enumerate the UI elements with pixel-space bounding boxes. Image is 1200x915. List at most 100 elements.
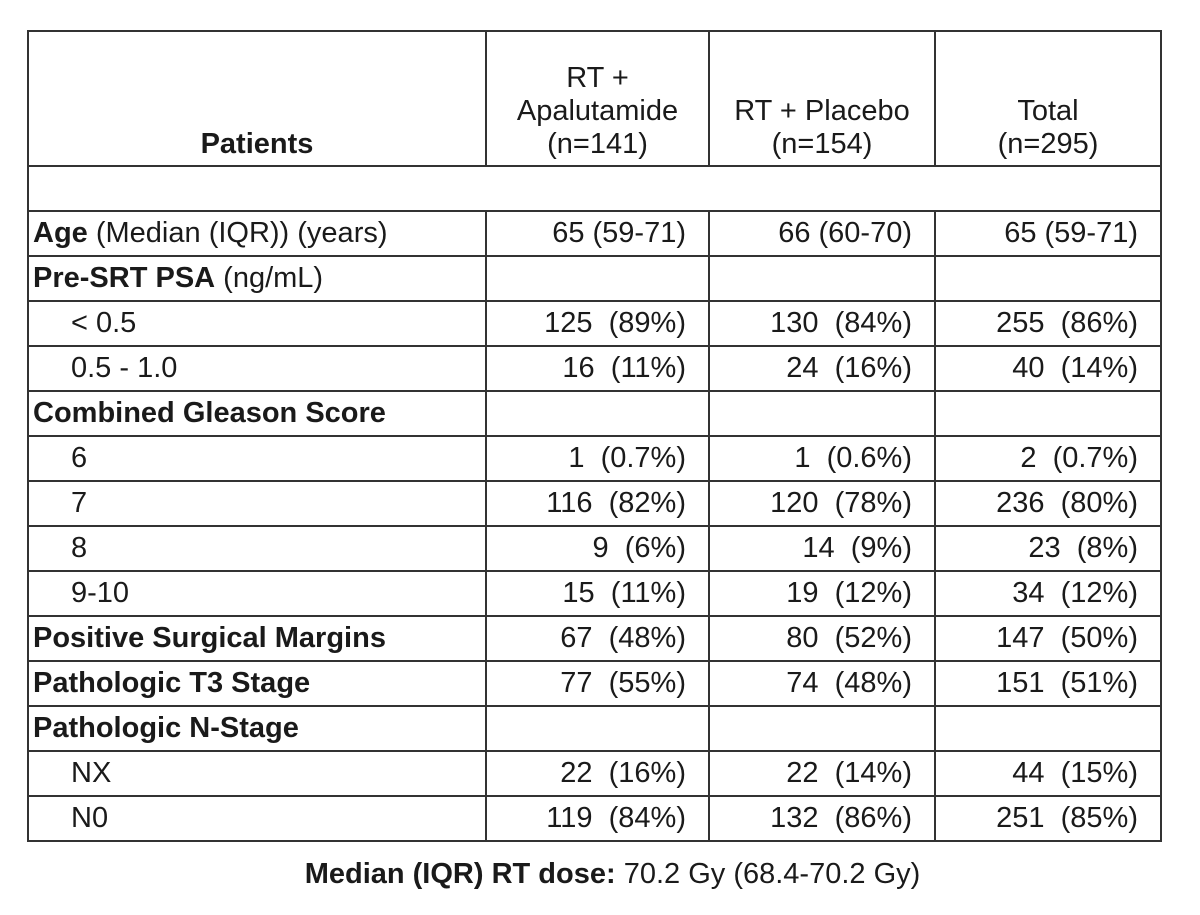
row-sublabel: 9-10	[71, 577, 130, 609]
group-name: RT + Placebo	[734, 95, 910, 127]
footer-text: 70.2 Gy (68.4-70.2 Gy)	[623, 858, 921, 890]
value-cell: 1 (0.6%)	[708, 435, 936, 482]
value-cell: 9 (6%)	[485, 525, 710, 572]
value-cell: 74 (48%)	[708, 660, 936, 707]
group-name: Total	[1017, 95, 1079, 127]
value-cell: 2 (0.7%)	[934, 435, 1162, 482]
value-cell: 147 (50%)	[934, 615, 1162, 662]
table-row: Age (Median (IQR)) (years) 65 (59-71) 66 (…	[27, 210, 1162, 257]
value-cell	[934, 390, 1162, 437]
value-cell: 80 (52%)	[708, 615, 936, 662]
value-cell	[708, 255, 936, 302]
row-label: 8	[27, 525, 487, 572]
value-cell: 236 (80%)	[934, 480, 1162, 527]
value-cell: 67 (48%)	[485, 615, 710, 662]
value-cell: 65 (59-71)	[934, 210, 1162, 257]
row-label: NX	[27, 750, 487, 797]
value-cell: 16 (11%)	[485, 345, 710, 392]
row-heading: Combined Gleason Score	[33, 397, 386, 429]
header-cell: RT + Apalutamide (n=141)	[485, 30, 710, 167]
value-cell: 251 (85%)	[934, 795, 1162, 842]
table-row: 6 1 (0.7%) 1 (0.6%) 2 (0.7%)	[27, 435, 1162, 482]
value-cell: 130 (84%)	[708, 300, 936, 347]
table-body: Patients RT + Apalutamide (n=141) RT + Plac…	[27, 30, 1162, 842]
patients-table: Patients RT + Apalutamide (n=141) RT + Plac…	[27, 30, 1162, 842]
row-label: 7	[27, 480, 487, 527]
value-cell: 44 (15%)	[934, 750, 1162, 797]
value-cell: 14 (9%)	[708, 525, 936, 572]
header-cell: RT + Placebo (n=154)	[708, 30, 936, 167]
value-cell: 119 (84%)	[485, 795, 710, 842]
row-sublabel: NX	[71, 757, 112, 789]
value-cell: 1 (0.7%)	[485, 435, 710, 482]
table-row: NX 22 (16%) 22 (14%) 44 (15%)	[27, 750, 1162, 797]
table-row: Combined Gleason Score	[27, 390, 1162, 437]
value-cell: 77 (55%)	[485, 660, 710, 707]
value-cell	[485, 255, 710, 302]
row-sublabel: N0	[71, 802, 109, 834]
value-cell: 24 (16%)	[708, 345, 936, 392]
row-label: 6	[27, 435, 487, 482]
row-label: Positive Surgical Margins	[27, 615, 487, 662]
footer: Median (IQR) RT dose: 70.2 Gy (68.4-70.2…	[0, 858, 1200, 891]
value-cell: 65 (59-71)	[485, 210, 710, 257]
value-cell: 132 (86%)	[708, 795, 936, 842]
value-cell: 255 (86%)	[934, 300, 1162, 347]
value-cell: 23 (8%)	[934, 525, 1162, 572]
value-cell: 22 (14%)	[708, 750, 936, 797]
row-label: Age (Median (IQR)) (years)	[27, 210, 487, 257]
row-label: Pathologic N-Stage	[27, 705, 487, 752]
row-heading: Pathologic N-Stage	[33, 712, 299, 744]
value-cell	[708, 705, 936, 752]
row-sublabel: 6	[71, 442, 88, 474]
table-row: 9-10 15 (11%) 19 (12%) 34 (12%)	[27, 570, 1162, 617]
group-n: (n=141)	[547, 128, 648, 160]
row-sublabel: 8	[71, 532, 88, 564]
value-cell	[934, 705, 1162, 752]
row-note: (Median (IQR)) (years)	[95, 217, 388, 249]
value-cell: 19 (12%)	[708, 570, 936, 617]
value-cell: 15 (11%)	[485, 570, 710, 617]
spacer-row	[27, 165, 1162, 212]
table-row: Pre-SRT PSA (ng/mL)	[27, 255, 1162, 302]
value-cell: 125 (89%)	[485, 300, 710, 347]
value-cell	[485, 705, 710, 752]
row-label: 0.5 - 1.0	[27, 345, 487, 392]
table-row: < 0.5 125 (89%) 130 (84%) 255 (86%)	[27, 300, 1162, 347]
table-row: Pathologic N-Stage	[27, 705, 1162, 752]
row-label: < 0.5	[27, 300, 487, 347]
value-cell	[485, 390, 710, 437]
value-cell	[708, 390, 936, 437]
header-cell: Total (n=295)	[934, 30, 1162, 167]
row-label: Pre-SRT PSA (ng/mL)	[27, 255, 487, 302]
row-note: (ng/mL)	[223, 262, 324, 294]
row-label: 9-10	[27, 570, 487, 617]
table-row: 7 116 (82%) 120 (78%) 236 (80%)	[27, 480, 1162, 527]
row-label: Combined Gleason Score	[27, 390, 487, 437]
header-row: Patients RT + Apalutamide (n=141) RT + Plac…	[27, 30, 1162, 167]
header-cell: Patients	[27, 30, 487, 167]
row-heading: Pathologic T3 Stage	[33, 667, 311, 699]
table-row: 8 9 (6%) 14 (9%) 23 (8%)	[27, 525, 1162, 572]
row-label: Pathologic T3 Stage	[27, 660, 487, 707]
value-cell: 120 (78%)	[708, 480, 936, 527]
row-sublabel: 0.5 - 1.0	[71, 352, 178, 384]
row-sublabel: 7	[71, 487, 88, 519]
row-heading: Pre-SRT PSA	[33, 262, 216, 294]
footer-bold: Median (IQR) RT dose:	[304, 858, 616, 890]
value-cell: 22 (16%)	[485, 750, 710, 797]
table-row: N0 119 (84%) 132 (86%) 251 (85%)	[27, 795, 1162, 842]
table-row: Pathologic T3 Stage 77 (55%) 74 (48%) 151 (…	[27, 660, 1162, 707]
group-name: RT + Apalutamide	[516, 62, 679, 127]
value-cell: 116 (82%)	[485, 480, 710, 527]
row-heading: Age	[33, 217, 88, 249]
value-cell	[934, 255, 1162, 302]
group-n: (n=295)	[997, 128, 1099, 160]
value-cell: 40 (14%)	[934, 345, 1162, 392]
group-n: (n=154)	[771, 128, 873, 160]
value-cell: 66 (60-70)	[708, 210, 936, 257]
row-heading: Positive Surgical Margins	[33, 622, 386, 654]
row-label: N0	[27, 795, 487, 842]
row-sublabel: < 0.5	[71, 307, 137, 339]
